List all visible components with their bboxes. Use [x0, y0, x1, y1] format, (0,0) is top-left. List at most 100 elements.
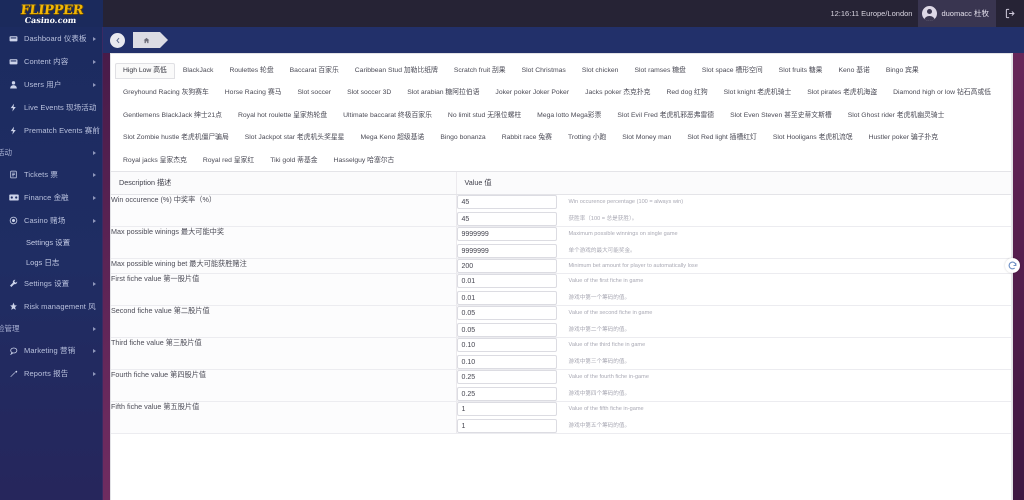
game-tab[interactable]: Mega lotto Mega彩票 — [537, 111, 602, 119]
sidebar-section-risk[interactable]: 险管理 — [0, 318, 102, 339]
game-tab[interactable]: Keno 基诺 — [838, 67, 870, 74]
setting-input[interactable]: 0.01 — [456, 274, 557, 289]
game-tab[interactable]: Ultimate baccarat 终极百家乐 — [343, 111, 432, 119]
game-tab[interactable]: Slot Zombie hustle 老虎机僵尸骗局 — [123, 134, 229, 142]
game-tab[interactable]: No limit stud 无限位螺柱 — [447, 111, 522, 119]
sidebar-item-tickets[interactable]: Tickets 票 — [0, 163, 102, 186]
game-tab[interactable]: Rabbit race 兔赛 — [501, 134, 552, 142]
sidebar-section-events[interactable]: 活动 — [0, 142, 102, 163]
sidebar-item-finance[interactable]: Finance 金融 — [0, 186, 102, 209]
game-tab[interactable]: Bingo 宾果 — [885, 67, 919, 74]
game-tab[interactable]: Slot soccer 3D — [347, 89, 392, 97]
game-tab[interactable]: High Low 高低 — [115, 63, 175, 80]
sidebar-item-dashboard[interactable]: Dashboard 仪表板 — [0, 27, 102, 50]
game-tab[interactable]: Hustler poker 骗子扑克 — [868, 134, 939, 142]
game-tab[interactable]: Roulettes 轮盘 — [229, 67, 274, 74]
sidebar-item-marketing[interactable]: Marketing 营销 — [0, 339, 102, 362]
setting-input[interactable]: 45 — [456, 212, 557, 227]
table-row: Second fiche value 第二股片值 0.05 Value of the… — [111, 305, 1012, 339]
username-label: duomacc 杜牧 — [941, 9, 989, 18]
setting-input[interactable]: 0.05 — [456, 306, 557, 321]
game-tab[interactable]: Slot Hooligans 老虎机流氓 — [772, 134, 853, 142]
setting-value-cell: 1 Value of the fifth fiche in-game 1 游戏中第五个… — [455, 401, 1012, 435]
chevron-right-icon — [93, 195, 96, 200]
breadcrumb-bar — [103, 27, 1024, 53]
game-tab[interactable]: Red dog 红狗 — [666, 89, 708, 97]
game-tab[interactable]: Horse Racing 赛马 — [224, 89, 282, 97]
game-tab[interactable]: Bingo bonanza — [440, 134, 486, 142]
game-tab[interactable]: Mega Keno 超级基诺 — [360, 134, 425, 142]
setting-input[interactable]: 45 — [456, 195, 557, 210]
game-tab[interactable]: Slot pirates 老虎机海盗 — [807, 89, 878, 97]
setting-value-cell: 9999999 Maximum possible winnings on sing… — [455, 226, 1012, 260]
game-tab[interactable]: Slot fruits 糖果 — [778, 67, 823, 74]
game-tab[interactable]: Royal red 皇家红 — [202, 156, 255, 164]
game-tab[interactable]: BlackJack — [182, 67, 214, 74]
setting-field-row: 0.25 Value of the fourth fiche in-game — [456, 370, 1013, 385]
sidebar-item-content[interactable]: Content 内容 — [0, 50, 102, 73]
sidebar-item-reports[interactable]: Reports 报告 — [0, 362, 102, 385]
game-tab[interactable]: Slot chicken — [581, 67, 619, 74]
game-tab[interactable]: Slot Christmas — [521, 67, 566, 74]
setting-input[interactable]: 9999999 — [456, 244, 557, 259]
game-tab[interactable]: Greyhound Racing 灰狗赛车 — [123, 89, 209, 97]
game-tab[interactable]: Slot Money man — [622, 134, 672, 142]
game-tab[interactable]: Scratch fruit 刮果 — [453, 67, 506, 74]
setting-description: Third fiche value 第三股片值 — [111, 337, 456, 371]
game-tab[interactable]: Slot Jackpot star 老虎机头奖星星 — [244, 134, 345, 142]
setting-input[interactable]: 0.25 — [456, 387, 557, 402]
chevron-right-icon — [93, 371, 96, 376]
game-tab[interactable]: Royal jacks 皇家杰克 — [123, 156, 187, 164]
setting-input[interactable]: 9999999 — [456, 227, 557, 242]
breadcrumb-home[interactable] — [133, 32, 168, 48]
table-row: Fourth fiche value 第四股片值 0.25 Value of the… — [111, 369, 1013, 403]
game-tab[interactable]: Royal hot roulette 皇家热轮盘 — [237, 111, 328, 119]
game-tab[interactable]: Caribbean Stud 加勒比纸牌 — [354, 67, 438, 74]
game-tab[interactable]: Slot ramses 糖盘 — [634, 67, 686, 74]
setting-description: Fourth fiche value 第四股片值 — [111, 369, 456, 403]
avatar — [922, 6, 938, 21]
game-tab[interactable]: Slot space 槽形空间 — [701, 67, 763, 74]
sidebar-item-prematch-events[interactable]: Prematch Events 赛前 — [0, 119, 102, 142]
game-tab[interactable]: Slot Ghost rider 老虎机幽灵骑士 — [847, 111, 945, 119]
game-tab[interactable]: Slot soccer — [297, 89, 332, 97]
chevron-right-icon — [93, 172, 96, 177]
game-tab[interactable]: Slot Evil Fred 老虎机邪恶弗雷德 — [617, 111, 715, 119]
app-logo[interactable]: FLIPPER Casino.com — [0, 0, 103, 27]
game-tab[interactable]: Slot Even Steven 甚至史蒂文斯槽 — [730, 111, 832, 119]
game-tab[interactable]: Trotting 小跑 — [567, 134, 607, 142]
sidebar-subitem-casino-settings[interactable]: Settings 设置 — [0, 232, 102, 252]
game-tab[interactable]: Diamond high or low 钻石高或低 — [893, 89, 991, 97]
logout-icon[interactable] — [996, 0, 1024, 27]
game-tabs[interactable]: High Low 高低 BlackJack Roulettes 轮盘 Baccarat… — [111, 54, 1012, 173]
sidebar-collapse-button[interactable] — [110, 32, 125, 48]
setting-input[interactable]: 0.10 — [456, 355, 557, 370]
setting-input[interactable]: 0.25 — [456, 370, 557, 385]
setting-field-row: 0.01 游戏中第一个筹码的值。 — [456, 291, 1013, 306]
setting-input[interactable]: 1 — [456, 402, 557, 417]
setting-input[interactable]: 0.05 — [456, 323, 557, 338]
game-tab[interactable]: Hasselguy 哈塞尔古 — [333, 156, 395, 164]
game-tab[interactable]: Tiki gold 蒂基金 — [270, 156, 318, 164]
setting-input[interactable]: 0.01 — [456, 291, 557, 306]
game-tab[interactable]: Slot Red light 插槽红灯 — [687, 134, 757, 142]
sidebar-subitem-casino-logs[interactable]: Logs 日志 — [0, 252, 102, 272]
game-tab[interactable]: Slot knight 老虎机骑士 — [723, 89, 792, 97]
setting-help-text: 游戏中第四个筹码的值。 — [568, 390, 631, 397]
setting-input[interactable]: 1 — [456, 419, 557, 434]
setting-help-text: Value of the fourth fiche in-game — [568, 373, 649, 380]
game-tab[interactable]: Gentlemens BlackJack 绅士21点 — [123, 111, 222, 119]
setting-input[interactable]: 0.10 — [456, 338, 557, 353]
game-tab[interactable]: Joker poker Joker Poker — [495, 89, 570, 97]
game-tab[interactable]: Slot arabian 糖阿拉伯语 — [407, 89, 480, 97]
sidebar-item-casino[interactable]: Casino 赌场 — [0, 209, 102, 232]
sidebar-item-settings[interactable]: Settings 设置 — [0, 272, 102, 295]
game-tab[interactable]: Baccarat 百家乐 — [289, 67, 339, 74]
game-tab[interactable]: Jacks poker 杰克扑克 — [585, 89, 651, 97]
user-menu[interactable]: duomacc 杜牧 — [918, 0, 996, 27]
sidebar[interactable]: Dashboard 仪表板 Content 内容 Users 用户 Live E… — [0, 27, 103, 500]
sidebar-item-risk-management[interactable]: Risk management 风 — [0, 295, 102, 318]
sidebar-item-users[interactable]: Users 用户 — [0, 73, 102, 96]
sidebar-item-live-events[interactable]: Live Events 现场活动 — [0, 96, 102, 119]
setting-input[interactable]: 200 — [456, 259, 557, 274]
